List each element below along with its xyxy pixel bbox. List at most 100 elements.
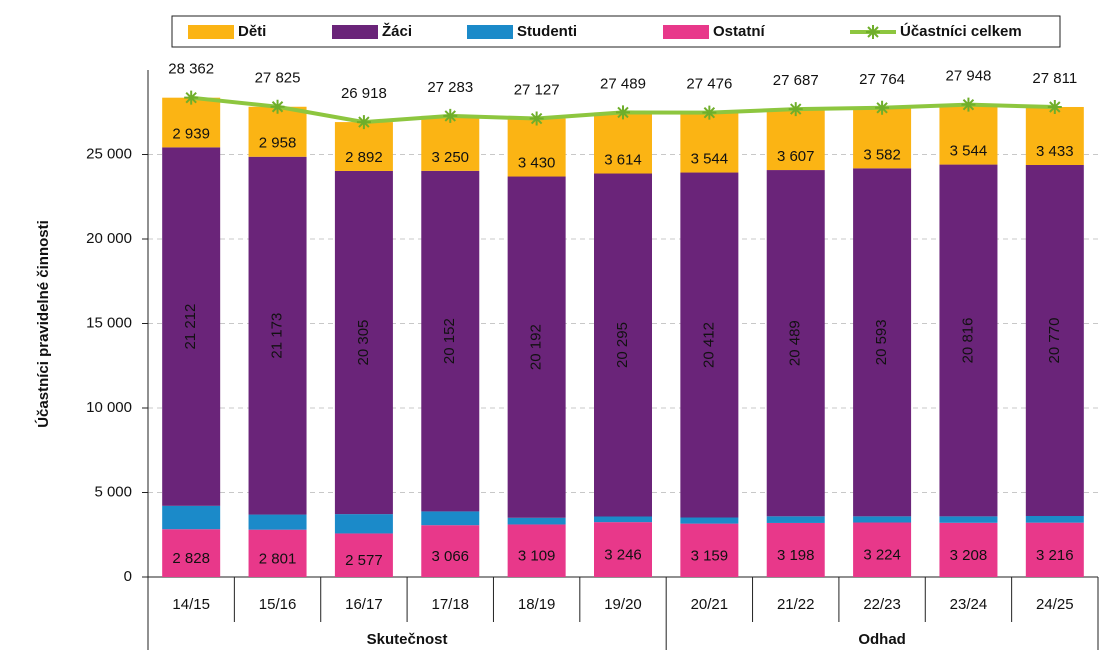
- value-label: 21 212: [182, 304, 199, 350]
- bar-segment: [680, 523, 739, 577]
- total-label: 27 127: [514, 82, 560, 99]
- bar-segment: [680, 172, 739, 518]
- bar-segment: [248, 106, 307, 157]
- bar-segment: [334, 533, 393, 577]
- legend-box: [171, 15, 1061, 48]
- y-tick-label: 0: [124, 568, 132, 585]
- value-label: 3 250: [431, 149, 469, 166]
- bar-segment: [766, 109, 825, 171]
- y-tick-label: 15 000: [86, 314, 132, 331]
- value-label: 3 544: [691, 151, 729, 168]
- bar-segment: [853, 107, 912, 169]
- value-label: 3 607: [777, 148, 815, 165]
- value-label: 3 066: [431, 548, 469, 565]
- value-label: 3 216: [1036, 547, 1074, 564]
- bar-segment: [507, 524, 566, 577]
- y-axis-label: Účastníci pravidelné činnosti: [34, 220, 52, 428]
- total-label: 27 764: [859, 71, 905, 88]
- x-tick-label: 17/18: [431, 596, 469, 613]
- value-label: 3 224: [863, 547, 901, 564]
- bar-segment: [766, 170, 825, 517]
- bar-segment: [939, 516, 998, 523]
- bar-segment: [1025, 522, 1084, 577]
- value-label: 3 159: [691, 547, 729, 564]
- value-label: 20 593: [873, 319, 890, 365]
- bar-segment: [939, 104, 998, 165]
- bar-segment: [680, 112, 739, 173]
- total-label: 26 918: [341, 85, 387, 102]
- value-label: 3 430: [518, 154, 556, 171]
- legend-label: Ostatní: [713, 23, 766, 40]
- y-tick-label: 5 000: [94, 483, 132, 500]
- bar-segment: [162, 505, 221, 530]
- bar-segment: [162, 97, 221, 148]
- bar-segment: [853, 516, 912, 523]
- legend-swatch: [663, 25, 709, 39]
- line-marker: [788, 102, 803, 117]
- x-tick-label: 21/22: [777, 596, 815, 613]
- value-label: 20 305: [355, 320, 372, 366]
- total-label: 27 825: [255, 70, 301, 87]
- group-label: Skutečnost: [367, 631, 448, 648]
- line-marker: [184, 90, 199, 105]
- bar-segment: [766, 522, 825, 577]
- value-label: 3 208: [950, 547, 988, 564]
- bar-segment: [680, 517, 739, 524]
- x-tick-label: 14/15: [172, 596, 210, 613]
- bar-segment: [853, 168, 912, 517]
- bar-segment: [507, 517, 566, 525]
- total-label: 28 362: [168, 61, 214, 78]
- bar-segment: [1025, 516, 1084, 523]
- value-label: 20 412: [700, 322, 717, 368]
- bar-segment: [1025, 106, 1084, 165]
- total-label: 27 283: [427, 79, 473, 96]
- line-marker: [270, 99, 285, 114]
- bar-segment: [248, 514, 307, 530]
- line-marker: [529, 111, 544, 126]
- bar-segment: [507, 118, 566, 177]
- line-marker: [616, 105, 630, 120]
- value-label: 2 577: [345, 552, 383, 569]
- bar-segment: [334, 122, 393, 171]
- value-label: 20 816: [959, 318, 976, 364]
- line-marker: [443, 108, 458, 123]
- x-tick-label: 16/17: [345, 596, 383, 613]
- bar-segment: [1025, 164, 1084, 517]
- total-label: 27 811: [1032, 70, 1077, 87]
- total-label: 27 687: [773, 72, 819, 89]
- total-label: 27 948: [946, 68, 992, 85]
- x-tick-label: 24/25: [1036, 596, 1074, 613]
- legend-label: Děti: [238, 23, 266, 40]
- total-label: 27 489: [600, 75, 646, 92]
- x-tick-label: 15/16: [259, 596, 297, 613]
- bar-segment: [334, 170, 393, 515]
- value-label: 20 489: [787, 320, 804, 366]
- bar-segment: [421, 511, 480, 526]
- legend-label: Studenti: [517, 23, 577, 40]
- x-tick-label: 23/24: [950, 596, 988, 613]
- bar-segment: [939, 522, 998, 577]
- bar-segment: [507, 176, 566, 518]
- bar-segment: [334, 514, 393, 534]
- line-marker: [1047, 99, 1062, 114]
- bar-segment: [421, 525, 480, 577]
- x-tick-label: 19/20: [604, 596, 642, 613]
- total-label: 27 476: [686, 76, 732, 93]
- line-marker: [961, 97, 976, 112]
- value-label: 3 614: [604, 151, 642, 168]
- value-label: 2 939: [172, 125, 210, 142]
- bar-segment: [939, 164, 998, 517]
- bar-segment: [248, 156, 307, 515]
- y-tick-label: 10 000: [86, 399, 132, 416]
- bar-segment: [594, 173, 652, 517]
- bar-segment: [162, 529, 221, 577]
- bar-segment: [853, 522, 912, 577]
- bar-segment: [766, 516, 825, 523]
- value-label: 3 198: [777, 547, 815, 564]
- legend-marker: [866, 25, 880, 39]
- value-label: 20 192: [528, 324, 545, 370]
- bar-segment: [248, 529, 307, 577]
- value-label: 3 433: [1036, 143, 1074, 160]
- bar-segment: [594, 522, 652, 577]
